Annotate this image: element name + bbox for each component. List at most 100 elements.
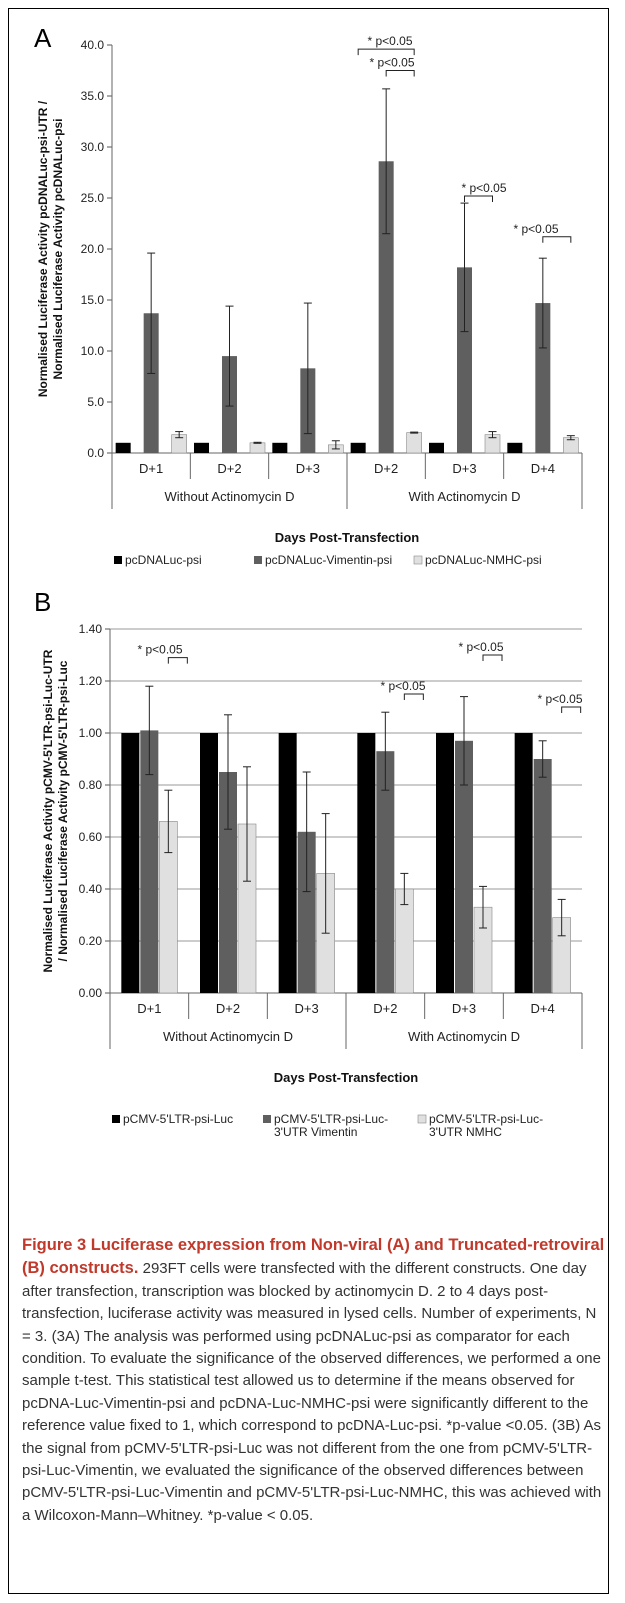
significance-bracket [464, 195, 493, 202]
x-tick-label: D+3 [452, 1001, 476, 1016]
bar [249, 442, 266, 454]
legend-label: pCMV-5'LTR-psi-Luc- [274, 1112, 388, 1126]
bar [507, 442, 523, 453]
x-tick-label: D+1 [137, 1001, 161, 1016]
x-tick-label: D+2 [374, 461, 398, 476]
significance-bracket [561, 706, 582, 713]
x-tick-label: D+3 [296, 461, 320, 476]
legend-label: pcDNALuc-Vimentin-psi [265, 553, 392, 567]
x-axis-title: Days Post-Transfection [274, 1070, 419, 1085]
bar [272, 442, 288, 453]
bar [378, 161, 394, 453]
group-label: Without Actinomycin D [163, 1029, 293, 1044]
bar [514, 733, 533, 993]
bar [429, 442, 444, 453]
x-tick-label: D+3 [452, 461, 476, 476]
y-tick-label: 0.00 [79, 986, 103, 1000]
x-tick-label: D+3 [295, 1001, 319, 1016]
y-tick-label: 10.0 [81, 344, 105, 358]
x-tick-label: D+4 [531, 461, 555, 476]
y-tick-label: 20.0 [81, 242, 105, 256]
legend-label: 3'UTR Vimentin [274, 1125, 357, 1139]
y-axis-title: Normalised Luciferase Activity pCMV-5'LT… [41, 649, 55, 972]
significance-bracket [385, 70, 415, 77]
significance-label: * p<0.05 [513, 222, 558, 236]
panel-label-b: B [34, 587, 51, 617]
significance-bracket [403, 693, 424, 700]
group-label: With Actinomycin D [408, 1029, 520, 1044]
bar [121, 733, 140, 993]
y-tick-label: 35.0 [81, 89, 105, 103]
legend-swatch [417, 1114, 427, 1124]
bar [143, 313, 159, 453]
x-tick-label: D+2 [373, 1001, 397, 1016]
significance-bracket [357, 48, 415, 56]
x-tick-label: D+1 [139, 461, 163, 476]
y-tick-label: 25.0 [81, 191, 105, 205]
legend-swatch [112, 1115, 120, 1123]
bar [436, 733, 454, 993]
bar [357, 733, 376, 993]
legend-swatch [114, 556, 122, 564]
legend-label: pcDNALuc-NMHC-psi [425, 553, 542, 567]
y-tick-label: 15.0 [81, 293, 105, 307]
bar [350, 442, 366, 453]
x-tick-label: D+4 [531, 1001, 555, 1016]
y-tick-label: 30.0 [81, 140, 105, 154]
legend-swatch [413, 555, 423, 565]
legend-swatch [254, 556, 262, 564]
significance-label: * p<0.05 [380, 679, 425, 693]
bar [535, 303, 551, 453]
figure-svg: A B 0.0 5.0 10.0 15.0 20.0 25.0 30.0 35.0 40.0 D+… [34, 23, 583, 1139]
bar [194, 442, 209, 453]
bar [533, 759, 552, 993]
bar [457, 267, 472, 453]
bar [140, 730, 159, 993]
bar [219, 772, 237, 993]
y-tick-label: 0.80 [79, 778, 103, 792]
significance-label: * p<0.05 [369, 56, 414, 70]
bar [200, 733, 218, 993]
figure-frame [8, 8, 609, 1594]
significance-label: * p<0.05 [461, 181, 506, 195]
x-tick-label: D+2 [217, 461, 241, 476]
significance-label: * p<0.05 [537, 692, 582, 706]
y-axis-title: Normalised Luciferase Activity pcDNALuc-… [36, 100, 50, 397]
x-tick-label: D+2 [216, 1001, 240, 1016]
bar [455, 740, 473, 993]
group-label: Without Actinomycin D [164, 489, 294, 504]
significance-bracket [482, 654, 503, 661]
legend-swatch [263, 1115, 271, 1123]
y-tick-label: 0.0 [87, 446, 104, 460]
y-axis-title: Normalised Luciferase Activity pcDNALuc-… [51, 119, 65, 380]
caption-text: 293FT cells were transfected with the di… [22, 1260, 602, 1524]
y-axis-title: / Normalised Luciferase Activity pCMV-5'… [56, 660, 70, 961]
bar [406, 432, 422, 454]
y-tick-label: 40.0 [81, 38, 105, 52]
significance-label: * p<0.05 [458, 640, 503, 654]
y-tick-label: 1.40 [79, 622, 103, 636]
significance-bracket [167, 657, 188, 664]
bar [297, 831, 316, 993]
caption-title: Figure 3 Luciferase expression from Non-… [22, 1236, 605, 1278]
bar [278, 733, 297, 993]
significance-bracket [542, 236, 572, 243]
y-tick-label: 1.00 [79, 726, 103, 740]
significance-label: * p<0.05 [137, 643, 182, 657]
legend-label: 3'UTR NMHC [429, 1125, 502, 1139]
legend-label: pCMV-5'LTR-psi-Luc- [429, 1112, 543, 1126]
chart-a: 0.0 5.0 10.0 15.0 20.0 25.0 30.0 35.0 40.0 D+1 D+2… [36, 34, 583, 567]
bar [115, 442, 131, 453]
y-tick-label: 0.60 [79, 830, 103, 844]
y-tick-label: 1.20 [79, 674, 103, 688]
chart-b: 0.00 0.20 0.40 0.60 0.80 1.00 1.20 1.40 D+1 D+2 D+… [41, 622, 583, 1139]
significance-label: * p<0.05 [367, 34, 412, 48]
y-tick-label: 0.40 [79, 882, 103, 896]
y-tick-label: 0.20 [79, 934, 103, 948]
legend-label: pCMV-5'LTR-psi-Luc [123, 1112, 233, 1126]
group-label: With Actinomycin D [409, 489, 521, 504]
panel-label-a: A [34, 23, 52, 53]
x-axis-title: Days Post-Transfection [275, 530, 420, 545]
y-tick-label: 5.0 [87, 395, 104, 409]
legend-label: pcDNALuc-psi [125, 553, 202, 567]
